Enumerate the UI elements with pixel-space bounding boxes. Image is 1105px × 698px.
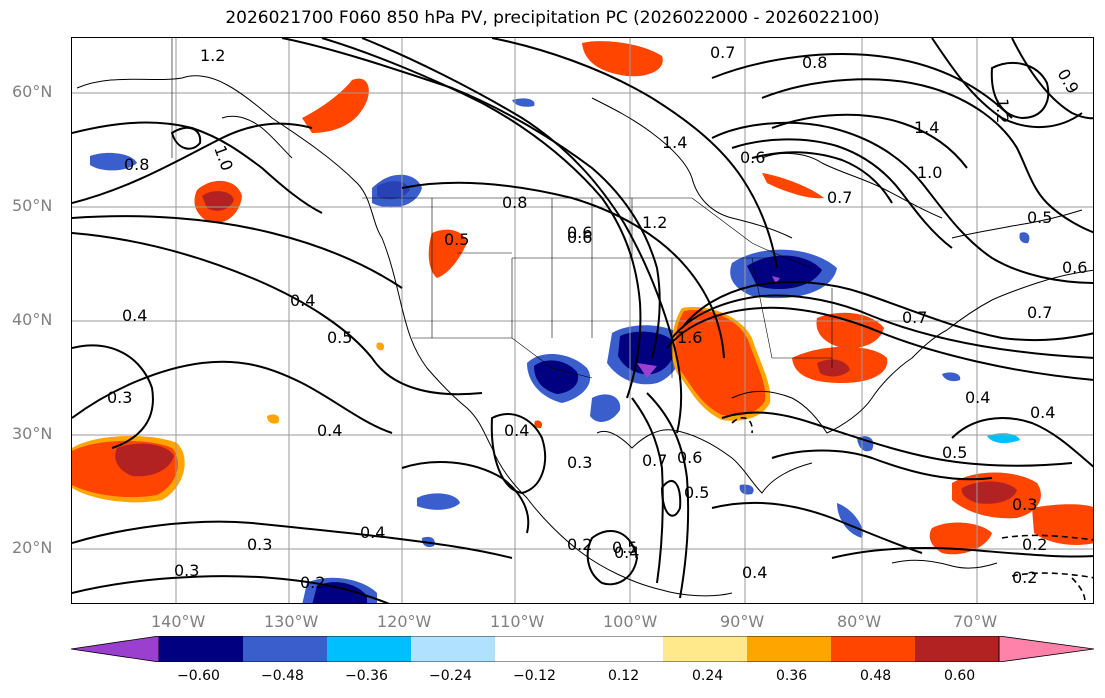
lat-label-40n: 40°N <box>12 310 53 329</box>
contour-label: 0.2 <box>567 535 592 554</box>
lon-label-130w: 130°W <box>264 612 319 631</box>
colorbar-segment <box>915 636 999 662</box>
colorbar-tick: 0.48 <box>860 668 892 684</box>
contour-label: 0.3 <box>1012 495 1037 514</box>
colorbar-tick: 0.36 <box>776 668 808 684</box>
contour-label: 0.9 <box>1054 66 1083 98</box>
colorbar-segment <box>411 636 495 662</box>
contour-label: 1.2 <box>642 213 667 232</box>
contour-label: 1.6 <box>677 328 702 347</box>
lat-label-50n: 50°N <box>12 196 53 215</box>
colorbar-segment <box>327 636 411 662</box>
contour-label: 0.7 <box>710 43 735 62</box>
contour-label: 0.5 <box>942 443 967 462</box>
contour-label: 1.2 <box>200 46 225 65</box>
lon-label-120w: 120°W <box>377 612 432 631</box>
lat-label-30n: 30°N <box>12 424 53 443</box>
contour-label: 0.7 <box>902 308 927 327</box>
colorbar-tick: −0.24 <box>429 668 472 684</box>
contour-label: 0.4 <box>122 306 147 325</box>
contour-label: 0.8 <box>124 155 149 174</box>
contour-label: 0.6 <box>740 148 765 167</box>
contour-label: 1.0 <box>917 163 942 182</box>
contour-label: 1.2 <box>993 98 1012 123</box>
contour-label: 0.2 <box>1012 568 1037 587</box>
lat-label-20n: 20°N <box>12 538 53 557</box>
colorbar-tick: −0.36 <box>345 668 388 684</box>
contour-label: 0.7 <box>642 451 667 470</box>
lon-label-70w: 70°W <box>953 612 998 631</box>
colorbar-segment <box>495 636 663 662</box>
colorbar-tick: 0.60 <box>944 668 976 684</box>
contour-label: 1.4 <box>662 133 687 152</box>
contour-label: 0.4 <box>360 523 385 542</box>
contour-label: 0.7 <box>1027 303 1052 322</box>
map-panel[interactable]: 1.2 0.8 1.0 0.8 0.6 1.2 0.5 0.4 0.5 0.4 … <box>71 37 1094 604</box>
contour-label: 0.4 <box>614 543 639 562</box>
lon-label-110w: 110°W <box>490 612 545 631</box>
contour-label: 0.5 <box>1027 208 1052 227</box>
colorbar-segment <box>831 636 915 662</box>
map-title: 2026021700 F060 850 hPa PV, precipitatio… <box>225 8 880 28</box>
colorbar-segment <box>747 636 831 662</box>
contour-label: 0.6 <box>567 228 592 247</box>
colorbar-tick: 0.24 <box>692 668 724 684</box>
contour-label: 0.8 <box>802 53 827 72</box>
contour-label: 0.3 <box>567 453 592 472</box>
map-canvas: 1.2 0.8 1.0 0.8 0.6 1.2 0.5 0.4 0.5 0.4 … <box>72 38 1093 603</box>
contour-label: 0.2 <box>1022 535 1047 554</box>
contour-label: 0.3 <box>107 388 132 407</box>
colorbar-tick: −0.12 <box>513 668 556 684</box>
lon-label-80w: 80°W <box>837 612 882 631</box>
contour-label: 0.5 <box>444 230 469 249</box>
contour-label: 0.5 <box>612 538 637 557</box>
colorbar-extend-high <box>998 636 1094 662</box>
graticule <box>72 38 1093 603</box>
contour-label: 0.6 <box>1062 258 1087 277</box>
contour-label: 0.7 <box>827 188 852 207</box>
lon-label-90w: 90°W <box>720 612 765 631</box>
colorbar-segment <box>159 636 243 662</box>
contour-label: 0.4 <box>290 291 315 310</box>
contour-label: 0.6 <box>567 223 592 242</box>
colorbar-segment <box>663 636 747 662</box>
colorbar-extend-low <box>71 636 160 662</box>
pv-contours-dashed <box>731 417 1093 603</box>
contour-label: 0.4 <box>742 563 767 582</box>
contour-label: 0.4 <box>504 421 529 440</box>
contour-labels: 1.2 0.8 1.0 0.8 0.6 1.2 0.5 0.4 0.5 0.4 … <box>107 43 1087 592</box>
contour-label: 0.4 <box>965 388 990 407</box>
contour-label: 0.5 <box>327 328 352 347</box>
colorbar-tick: 0.12 <box>608 668 640 684</box>
colorbar-tick: −0.60 <box>177 668 220 684</box>
lon-label-100w: 100°W <box>603 612 658 631</box>
precipitation-shading <box>72 41 1093 603</box>
contour-label: 0.3 <box>174 561 199 580</box>
lat-label-60n: 60°N <box>12 82 53 101</box>
contour-label: 0.6 <box>677 448 702 467</box>
pv-contours <box>72 38 1093 603</box>
coastlines <box>76 75 1093 597</box>
contour-label: 0.2 <box>300 573 325 592</box>
contour-label: 1.4 <box>914 118 939 137</box>
contour-label: 0.3 <box>247 535 272 554</box>
contour-label: 0.4 <box>317 421 342 440</box>
contour-label: 0.8 <box>502 193 527 212</box>
colorbar-segment <box>243 636 327 662</box>
contour-label: 0.4 <box>1030 403 1055 422</box>
colorbar <box>71 636 1094 662</box>
contour-label: 0.5 <box>684 483 709 502</box>
colorbar-tick: −0.48 <box>261 668 304 684</box>
lon-label-140w: 140°W <box>151 612 206 631</box>
